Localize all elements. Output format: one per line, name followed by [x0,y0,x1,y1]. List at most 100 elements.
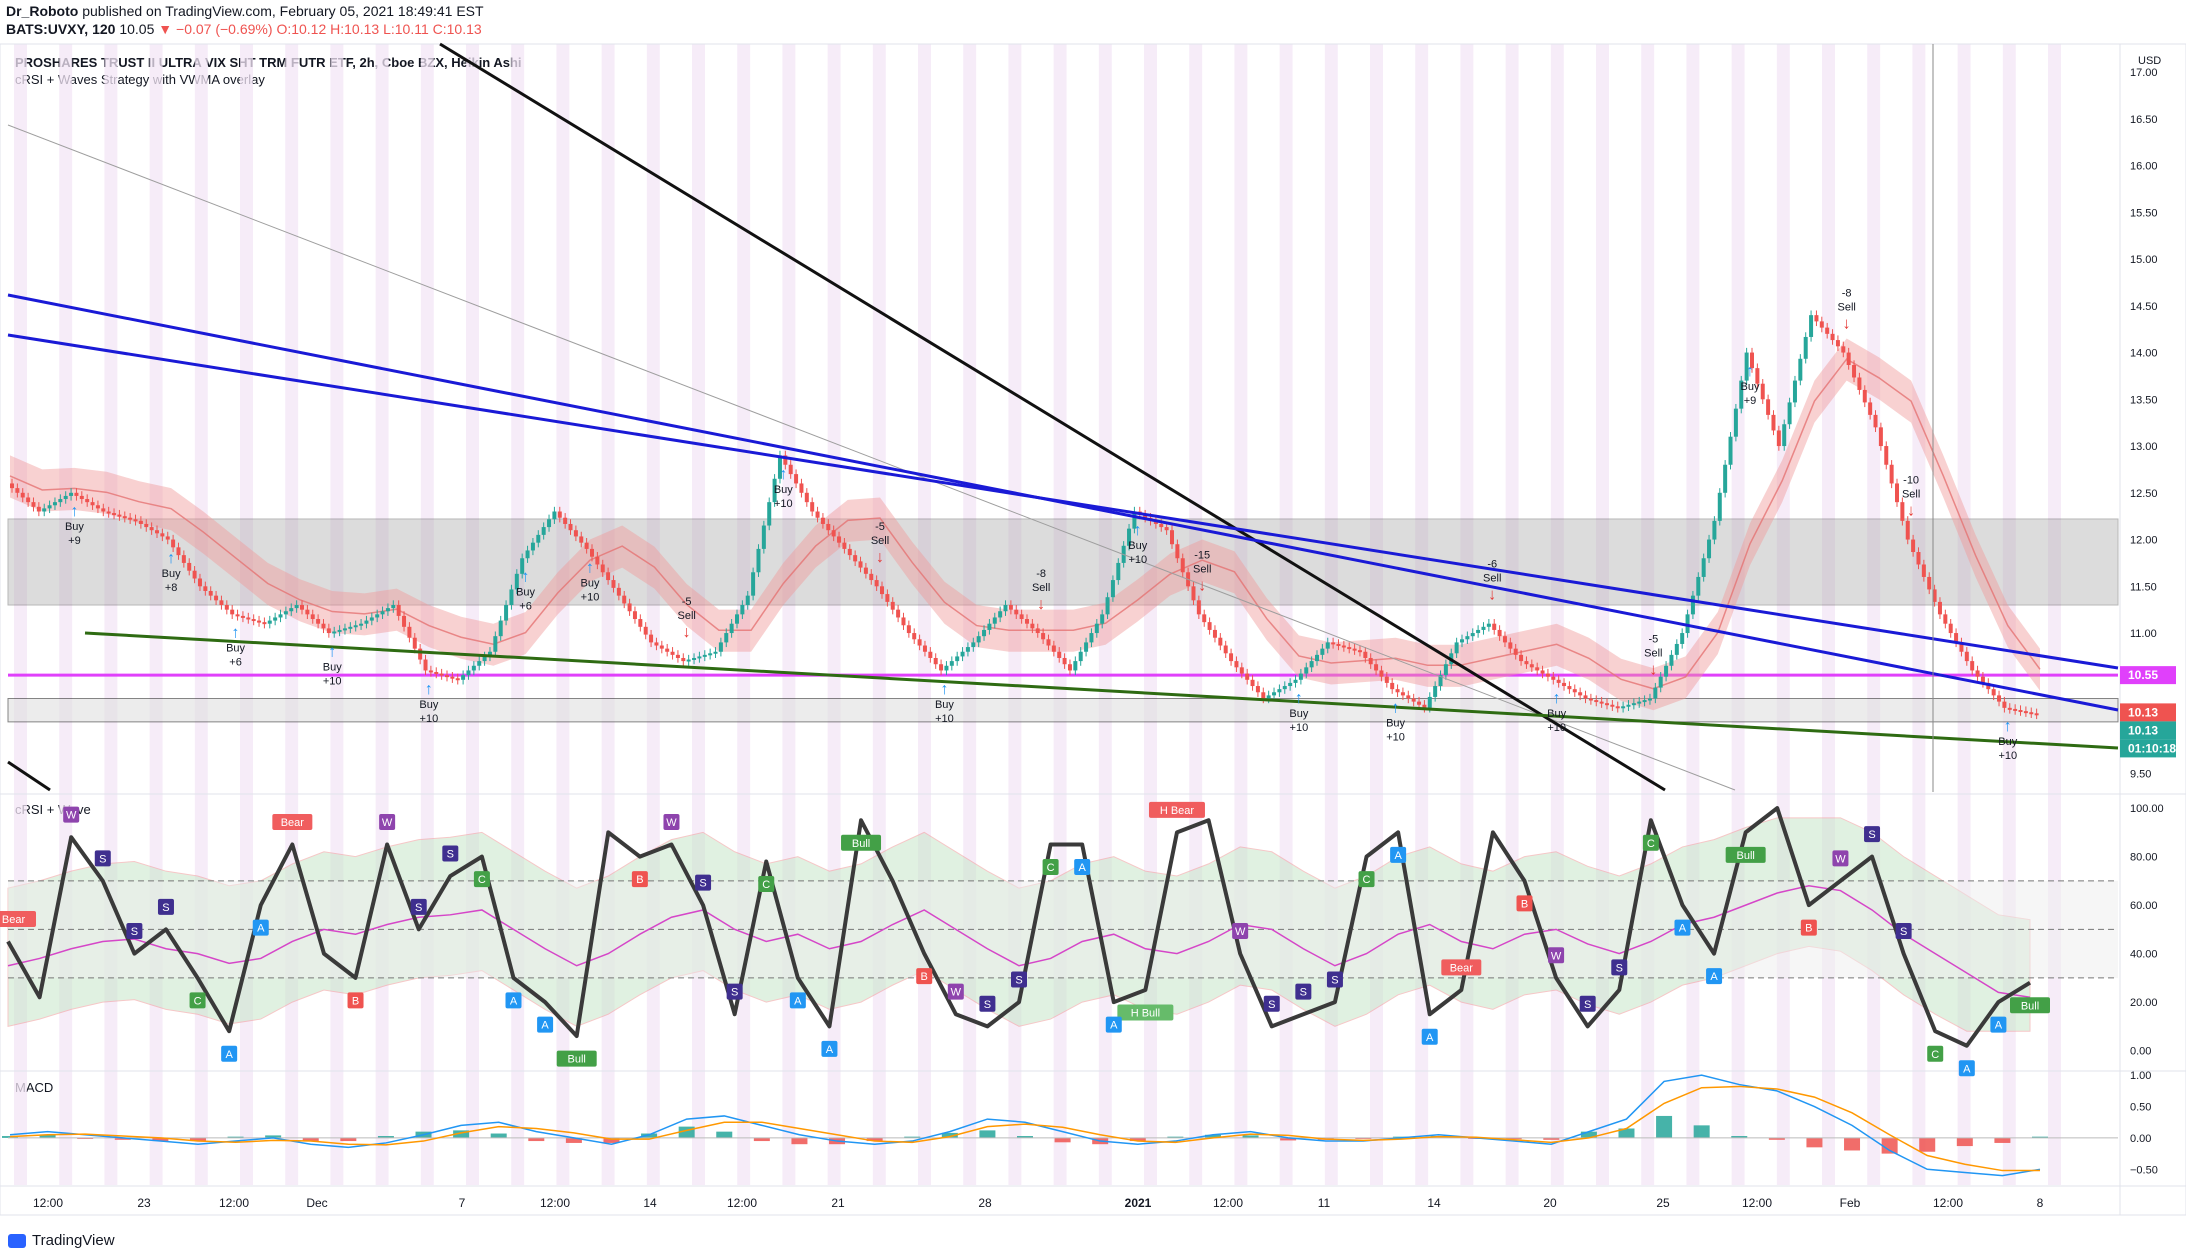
candle-body [1051,645,1056,652]
publisher-name[interactable]: Dr_Roboto [6,3,79,19]
candle-body [729,623,734,634]
candle-body [1599,701,1604,704]
session-stripe [646,44,660,1185]
candle-body [1626,704,1631,707]
candle-body [1212,629,1217,638]
crsi-label-text: C [1647,838,1655,850]
candle-body [1578,692,1583,696]
crsi-label-text: A [1995,1020,2003,1032]
crsi-label-text: A [541,1020,549,1032]
time-tick: 12:00 [1742,1196,1772,1210]
buy-value: +10 [323,675,342,687]
candle-body [181,555,186,563]
candle-body [1014,609,1019,615]
candle-body [767,502,772,526]
price-tag-text: 10.13 [2128,723,2158,737]
sell-arrow-icon: ↓ [1907,502,1915,519]
macd-histogram-bar [265,1135,282,1138]
session-stripe [149,44,163,1185]
candle-body [418,648,423,660]
candle-body [1309,661,1314,668]
candle-body [1680,633,1685,644]
candle-body [1712,520,1717,540]
candle-body [611,580,616,588]
buy-value: +9 [1744,395,1757,407]
candle-body [1707,539,1712,559]
macd-histogram-bar [753,1137,770,1142]
candle-body [842,542,847,549]
macd-histogram-bar [1881,1137,1898,1154]
candle-body [439,673,444,676]
candle-body [42,508,47,512]
candle-body [638,619,643,627]
candle-body [1615,706,1620,709]
crsi-label-text: S [1868,829,1875,841]
candle-body [1637,701,1642,704]
candle-body [203,586,208,591]
candle-body [1357,650,1362,653]
candle-body [1180,558,1185,573]
candle-body [477,661,482,666]
crsi-label-s [1895,923,1912,940]
crsi-label-w [1232,923,1249,940]
crsi-label-text: S [162,902,169,914]
symbol-text[interactable]: BATS:UVXY, 120 [6,21,116,37]
candle-body [31,502,36,507]
buy-arrow-icon: ↑ [425,681,433,698]
candle-body [2029,712,2034,715]
candle-body [1207,622,1212,630]
candle-body [530,542,535,551]
candle-body [402,615,407,627]
price-tick: 16.50 [2130,114,2158,126]
candle-body [1218,637,1223,646]
candle-body [1153,520,1158,524]
sell-value: -10 [1903,474,1919,486]
candle-body [1605,703,1609,706]
signals: ↑Buy+9↑Buy+8↑Buy+6↑Buy+10 ↑Buy+10↑Buy+6↑B… [65,287,2018,762]
candle-body [1105,597,1110,615]
candle-body [735,614,739,624]
crsi-label-text: B [921,971,928,983]
candle-body [745,595,750,605]
buy-value: +10 [1386,732,1405,744]
crsi-tick: 80.00 [2130,852,2158,864]
crsi-label-text: S [415,902,422,914]
candle-body [557,511,562,518]
candle-body [1497,629,1502,637]
candle-body [1556,679,1561,683]
candle-body [289,608,294,612]
candle-body [1895,483,1899,503]
time-tick: 14 [643,1196,657,1210]
session-stripe [1460,44,1474,1185]
footer-brand[interactable]: TradingView [8,1232,115,1249]
trend-line-blue-lower [7,333,2119,670]
sell-label: Sell [1483,573,1501,585]
candle-body [1830,333,1835,341]
crsi-label-text: A [1963,1063,1971,1075]
candle-body [283,611,288,615]
buy-arrow-icon: ↑ [328,643,336,660]
crsi-label-a [252,919,269,936]
candle-body [1583,695,1588,699]
crsi-label-a [789,992,806,1009]
crsi-label-text: C [762,879,770,891]
candle-body [95,505,100,509]
candle-body [675,654,680,658]
macd-histogram-bar [641,1133,658,1138]
trend-line-black [439,42,1666,792]
candle-body [176,547,181,556]
ohlc-values: O:10.12 H:10.13 L:10.11 C:10.13 [276,21,482,37]
candle-body [1486,623,1491,627]
chart-border [0,43,2186,1216]
candle-body [1653,687,1658,699]
candle-body [1411,698,1416,702]
candle-body [1239,667,1244,674]
macd-tick: 0.50 [2130,1102,2151,1114]
candle-body [708,653,713,656]
candle-body [1143,514,1148,518]
candle-body [122,516,127,519]
sell-arrow-icon: ↓ [1649,661,1657,678]
session-stripe [2048,44,2061,1185]
candle-body [788,464,793,475]
